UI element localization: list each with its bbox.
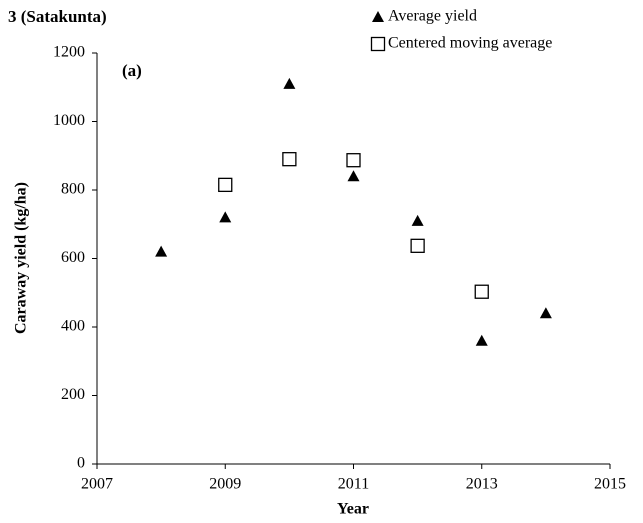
y-tick-label: 0 <box>77 455 85 472</box>
legend-label: Average yield <box>388 8 477 25</box>
y-tick-label: 600 <box>61 249 85 266</box>
annotation: (a) <box>122 61 142 80</box>
triangle-marker <box>155 245 168 257</box>
square-marker <box>346 153 361 168</box>
legend-marker <box>370 36 386 52</box>
square-marker <box>282 152 297 167</box>
chart-title: 3 (Satakunta) <box>8 7 107 26</box>
x-tick-label: 2015 <box>594 476 626 493</box>
square-marker <box>218 177 233 193</box>
x-tick-label: 2011 <box>338 476 369 493</box>
square-marker <box>410 238 425 253</box>
triangle-marker <box>475 334 488 346</box>
y-tick-label: 1000 <box>53 112 85 129</box>
y-axis-label: Caraway yield (kg/ha) <box>13 182 30 334</box>
y-tick-label: 200 <box>61 386 85 403</box>
x-tick-label: 2009 <box>209 476 241 493</box>
x-tick-label: 2013 <box>466 476 498 493</box>
triangle-marker <box>283 77 296 89</box>
triangle-marker <box>219 211 232 223</box>
y-tick-label: 400 <box>61 318 85 335</box>
triangle-marker <box>347 170 360 182</box>
y-tick-label: 800 <box>61 181 85 198</box>
square-marker <box>474 284 489 299</box>
legend-marker <box>372 11 384 22</box>
x-tick-label: 2007 <box>81 476 113 493</box>
triangle-marker <box>411 214 424 226</box>
y-tick-label: 1200 <box>53 44 85 61</box>
legend-label: Centered moving average <box>388 35 552 52</box>
x-axis-label: Year <box>337 501 369 518</box>
triangle-marker <box>539 307 552 319</box>
